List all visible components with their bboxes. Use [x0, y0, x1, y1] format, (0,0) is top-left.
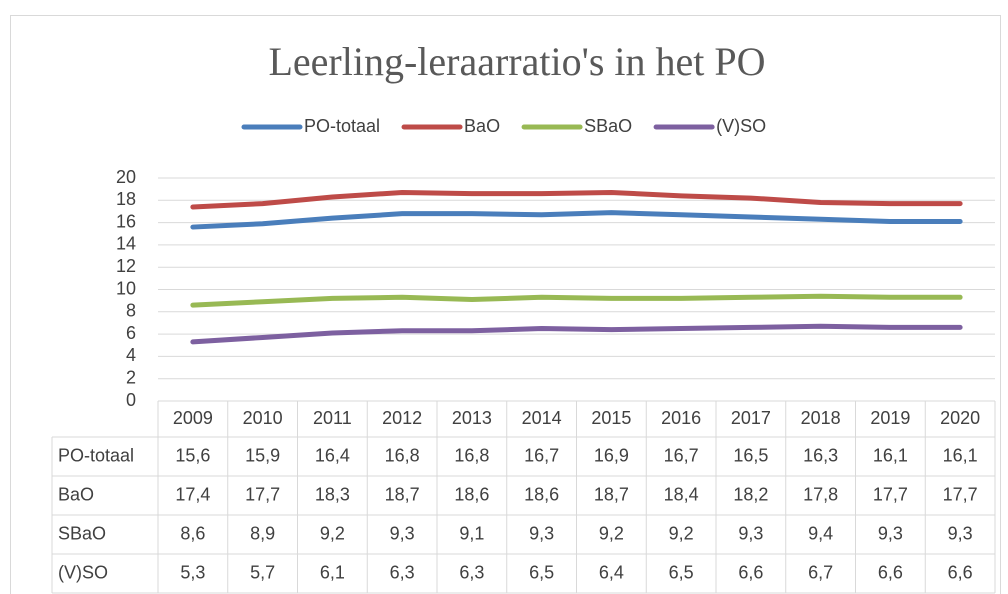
table-cell: 6,4: [599, 562, 624, 582]
table-cell: 6,5: [529, 562, 554, 582]
y-tick-label: 10: [116, 278, 136, 298]
table-cell: 17,7: [245, 484, 280, 504]
x-tick-label: 2014: [522, 408, 562, 428]
table-cell: 16,8: [454, 445, 489, 465]
x-tick-label: 2019: [870, 408, 910, 428]
table-cell: 18,7: [385, 484, 420, 504]
x-tick-label: 2020: [940, 408, 980, 428]
x-tick-label: 2010: [243, 408, 283, 428]
table-cell: 9,1: [459, 523, 484, 543]
table-cell: 9,3: [529, 523, 554, 543]
y-tick-label: 14: [116, 234, 136, 254]
table-cell: 6,5: [669, 562, 694, 582]
y-tick-label: 20: [116, 167, 136, 187]
y-tick-label: 12: [116, 256, 136, 276]
series-line: [190, 293, 963, 308]
table-cell: 9,3: [390, 523, 415, 543]
table-cell: 16,9: [594, 445, 629, 465]
table-cell: 16,7: [524, 445, 559, 465]
x-tick-label: 2009: [173, 408, 213, 428]
table-cell: 9,2: [320, 523, 345, 543]
table-row-label: PO-totaal: [58, 445, 134, 465]
legend-label: PO-totaal: [304, 116, 380, 136]
table-cell: 16,8: [385, 445, 420, 465]
table-cell: 18,3: [315, 484, 350, 504]
table-cell: 8,9: [250, 523, 275, 543]
x-tick-label: 2016: [661, 408, 701, 428]
table-cell: 5,3: [180, 562, 205, 582]
y-tick-label: 6: [126, 323, 136, 343]
table-cell: 6,1: [320, 562, 345, 582]
table-cell: 9,4: [808, 523, 833, 543]
x-tick-label: 2013: [452, 408, 492, 428]
table-row-label: SBaO: [58, 523, 106, 543]
table-cell: 6,6: [948, 562, 973, 582]
x-tick-label: 2012: [382, 408, 422, 428]
series-line: [190, 210, 963, 230]
table-cell: 9,2: [669, 523, 694, 543]
x-tick-label: 2015: [591, 408, 631, 428]
table-row-label: (V)SO: [58, 562, 108, 582]
table-cell: 17,7: [873, 484, 908, 504]
table-cell: 18,7: [594, 484, 629, 504]
table-cell: 9,2: [599, 523, 624, 543]
y-tick-label: 18: [116, 189, 136, 209]
chart-title: Leerling-leraarratio's in het PO: [268, 39, 765, 84]
table-cell: 15,9: [245, 445, 280, 465]
table-cell: 6,6: [878, 562, 903, 582]
table-row-label: BaO: [58, 484, 94, 504]
y-tick-label: 2: [126, 367, 136, 387]
x-tick-label: 2018: [801, 408, 841, 428]
table-cell: 18,4: [664, 484, 699, 504]
table-cell: 5,7: [250, 562, 275, 582]
y-tick-label: 8: [126, 301, 136, 321]
table-cell: 16,4: [315, 445, 350, 465]
table-cell: 9,3: [878, 523, 903, 543]
legend-label: BaO: [464, 116, 500, 136]
x-tick-label: 2017: [731, 408, 771, 428]
table-cell: 18,2: [733, 484, 768, 504]
series-line: [190, 323, 963, 345]
table-cell: 16,1: [943, 445, 978, 465]
y-tick-label: 0: [126, 390, 136, 410]
series-line: [190, 189, 963, 210]
table-cell: 16,5: [733, 445, 768, 465]
table-cell: 17,4: [175, 484, 210, 504]
table-cell: 9,3: [738, 523, 763, 543]
table-cell: 15,6: [175, 445, 210, 465]
table-cell: 6,3: [390, 562, 415, 582]
table-cell: 8,6: [180, 523, 205, 543]
legend-label: (V)SO: [716, 116, 766, 136]
table-cell: 6,6: [738, 562, 763, 582]
table-cell: 16,7: [664, 445, 699, 465]
table-cell: 18,6: [524, 484, 559, 504]
table-cell: 16,1: [873, 445, 908, 465]
y-tick-label: 4: [126, 345, 136, 365]
table-cell: 9,3: [948, 523, 973, 543]
table-cell: 18,6: [454, 484, 489, 504]
table-cell: 17,8: [803, 484, 838, 504]
table-cell: 6,3: [459, 562, 484, 582]
chart-border: [10, 15, 1001, 594]
table-cell: 6,7: [808, 562, 833, 582]
x-tick-label: 2011: [313, 408, 352, 428]
table-cell: 16,3: [803, 445, 838, 465]
legend-label: SBaO: [584, 116, 632, 136]
y-tick-label: 16: [116, 211, 136, 231]
table-cell: 17,7: [943, 484, 978, 504]
